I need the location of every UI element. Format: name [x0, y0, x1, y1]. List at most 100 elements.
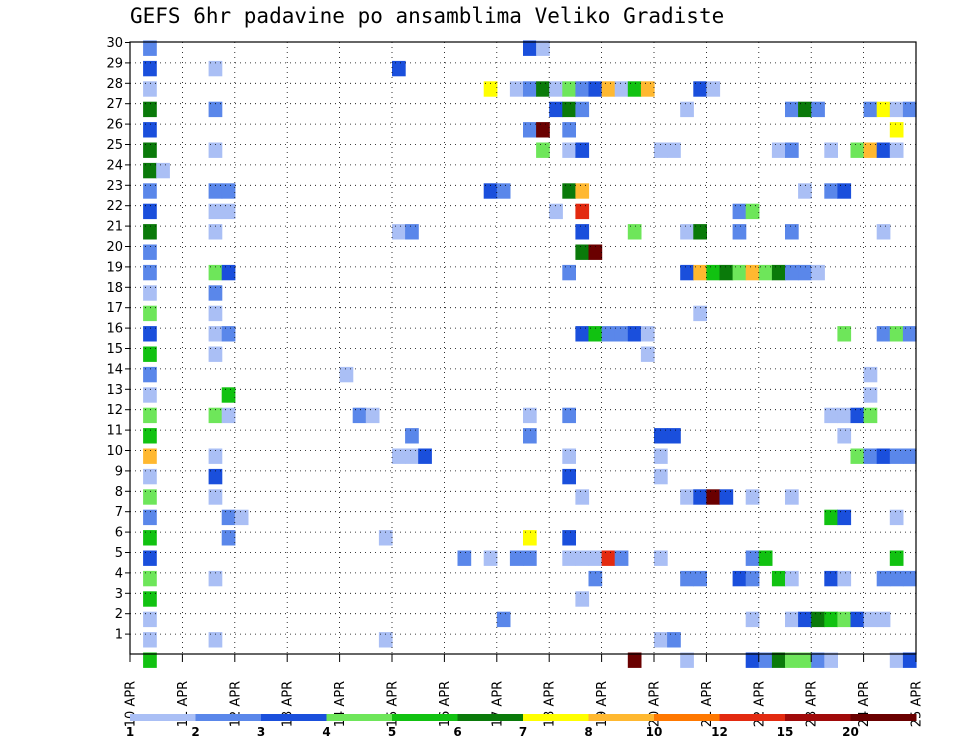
colorbar-label: 4: [322, 725, 330, 739]
y-tick-label: 17: [106, 301, 123, 316]
heatmap-cell: [562, 101, 576, 118]
heatmap-cell: [457, 550, 472, 566]
heatmap-cell: [562, 264, 576, 281]
heatmap-cell: [575, 203, 590, 220]
heatmap-cell: [575, 142, 590, 158]
heatmap-cell: [509, 550, 524, 566]
heatmap-cell: [680, 264, 694, 281]
heatmap-cell: [208, 570, 223, 587]
heatmap-cell: [562, 407, 576, 424]
heatmap-cell: [339, 366, 354, 383]
heatmap-cell: [575, 550, 590, 566]
heatmap-cell: [614, 550, 629, 566]
heatmap-cell: [785, 264, 799, 281]
heatmap-cell: [614, 326, 629, 342]
heatmap-cell: [654, 428, 668, 444]
colorbar-segment: [785, 714, 851, 721]
heatmap-cell: [824, 509, 838, 526]
heatmap-cell: [143, 203, 157, 220]
colorbar-segment: [457, 714, 524, 721]
heatmap-cell: [654, 142, 668, 158]
heatmap-cell: [654, 448, 668, 464]
heatmap-cell: [863, 448, 878, 464]
y-tick-label: 24: [106, 158, 123, 173]
colorbar: 1 2 3 4 5 6 7 8 10 12 15 20: [126, 714, 917, 739]
heatmap-cell: [654, 468, 668, 485]
heatmap-cell: [588, 81, 603, 97]
y-tick-label: 5: [115, 546, 123, 561]
heatmap-cell: [536, 122, 550, 138]
chart-title: GEFS 6hr padavine po ansamblima Veliko G…: [130, 4, 725, 28]
y-tick-label: 3: [115, 587, 123, 602]
heatmap-cell: [523, 122, 537, 138]
heatmap-cell: [601, 550, 616, 566]
heatmap-cell: [221, 203, 236, 220]
heatmap-cell: [208, 224, 223, 240]
colorbar-label: 5: [388, 725, 396, 739]
colorbar-label: 8: [584, 725, 592, 739]
heatmap-cell: [732, 264, 747, 281]
heatmap-cell: [523, 428, 537, 444]
heatmap-cell: [863, 611, 878, 628]
heatmap-cell: [785, 611, 799, 628]
heatmap-cell: [143, 264, 157, 281]
heatmap-cell: [876, 611, 891, 628]
heatmap-cell: [863, 142, 878, 158]
heatmap-cell: [876, 448, 891, 464]
heatmap-cell: [785, 101, 799, 118]
heatmap-cell: [523, 530, 537, 546]
heatmap-cell: [758, 264, 773, 281]
heatmap-cell: [562, 468, 576, 485]
heatmap-cell: [811, 264, 825, 281]
y-tick-label: 26: [106, 118, 123, 133]
heatmap-cell: [667, 428, 681, 444]
y-tick-label: 10: [106, 444, 123, 459]
y-tick-label: 21: [106, 220, 123, 235]
colorbar-label: 6: [453, 725, 461, 739]
heatmap-cell: [889, 652, 904, 668]
y-axis: 1234567891011121314151617181920212223242…: [106, 36, 130, 643]
y-tick-label: 14: [106, 362, 123, 377]
heatmap-cell: [549, 203, 563, 220]
heatmap-cell: [575, 101, 590, 118]
heatmap-cell: [693, 224, 707, 240]
y-tick-label: 29: [106, 56, 123, 71]
colorbar-label: 3: [257, 725, 265, 739]
heatmap-cell: [143, 611, 157, 628]
heatmap-cell: [850, 448, 865, 464]
colorbar-segment: [719, 714, 786, 721]
heatmap-cell: [143, 40, 157, 56]
y-tick-label: 18: [106, 281, 123, 296]
heatmap-cell: [798, 101, 812, 118]
heatmap-cell: [876, 326, 891, 342]
heatmap-cell: [378, 632, 393, 648]
heatmap-cell: [811, 652, 825, 668]
heatmap-cell: [824, 570, 838, 587]
heatmap-cell: [143, 326, 157, 342]
heatmap-cell: [405, 224, 419, 240]
heatmap-cell: [837, 407, 852, 424]
heatmap-cell: [837, 611, 852, 628]
y-tick-label: 7: [115, 505, 123, 520]
heatmap-cell: [405, 428, 419, 444]
heatmap-cell: [719, 489, 734, 505]
heatmap-cell: [156, 162, 170, 179]
heatmap-cell: [798, 652, 812, 668]
y-tick-label: 25: [106, 138, 123, 153]
y-tick-label: 22: [106, 199, 123, 214]
heatmap-cell: [143, 468, 157, 485]
heatmap-cell: [234, 509, 249, 526]
heatmap-cell: [876, 142, 891, 158]
heatmap-cell: [693, 264, 707, 281]
heatmap-cell: [208, 101, 223, 118]
heatmap-cell: [640, 81, 655, 97]
heatmap-cell: [208, 183, 223, 199]
heatmap-cell: [365, 407, 380, 424]
heatmap-cell: [378, 530, 393, 546]
heatmap-cell: [889, 448, 904, 464]
heatmap-cell: [824, 183, 838, 199]
heatmap-cell: [850, 142, 865, 158]
heatmap-cell: [863, 366, 878, 383]
heatmap-cell: [588, 550, 603, 566]
heatmap-cell: [627, 81, 642, 97]
